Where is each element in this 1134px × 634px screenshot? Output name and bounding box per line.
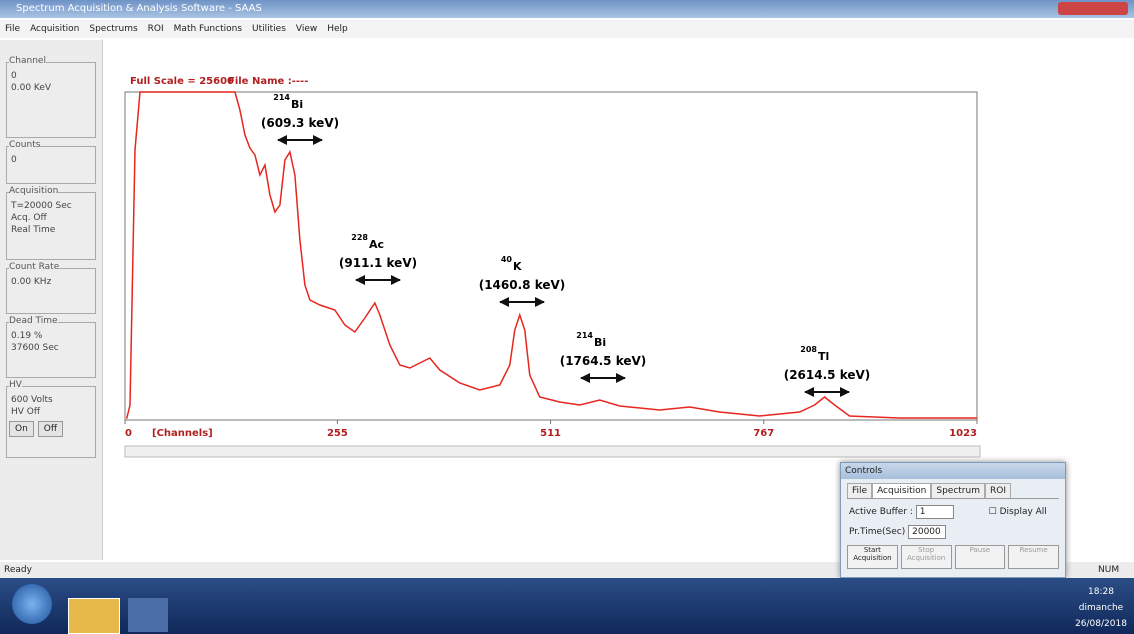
group-box: Channel 0 0.00 KeV <box>6 56 96 138</box>
x-tick-label: 1023 <box>949 428 977 439</box>
group-title: Acquisition <box>9 186 59 196</box>
file-name: File Name :---- <box>228 76 308 87</box>
tabs: File Acquisition Spectrum ROI <box>847 483 1059 499</box>
menu-item[interactable]: File <box>5 24 21 34</box>
group-box: HV 600 Volts HV Off On Off <box>6 380 96 458</box>
menu-bar: File Acquisition Spectrums ROI Math Function… <box>0 20 1134 38</box>
menu-item[interactable]: ROI <box>147 24 164 34</box>
isotope-element: Ac <box>369 238 384 251</box>
scrollbar[interactable] <box>124 445 981 458</box>
x-tick-label: 767 <box>753 428 774 439</box>
isotope-mass: 214 <box>273 93 290 102</box>
x-tick-label: 255 <box>327 428 348 439</box>
control-button[interactable]: Stop Acquisition <box>900 545 952 569</box>
isotope-mass: 214 <box>576 331 593 340</box>
menu-item[interactable]: Help <box>327 24 348 34</box>
tab[interactable]: Spectrum <box>931 483 985 498</box>
display-all-label: Display All <box>999 507 1047 517</box>
menu-item[interactable]: Spectrums <box>89 24 138 34</box>
group-value: Acq. Off <box>11 213 47 223</box>
full-scale: Full Scale = 25600 <box>130 76 234 87</box>
window-buttons[interactable] <box>1058 2 1128 15</box>
peak-energy: (1460.8 keV) <box>479 278 566 292</box>
menu-item[interactable]: Acquisition <box>30 24 80 34</box>
isotope-mass: 40 <box>501 255 513 264</box>
group-value: T=20000 Sec <box>11 201 72 211</box>
peak-energy: (2614.5 keV) <box>784 368 871 382</box>
time-label: Pr.Time(Sec) <box>849 527 906 537</box>
group-title: Channel <box>9 56 46 66</box>
group-box: Count Rate 0.00 KHz <box>6 262 96 314</box>
isotope-element: Bi <box>594 336 606 349</box>
group-box: Dead Time 0.19 % 37600 Sec <box>6 316 96 378</box>
status-text: Ready <box>4 565 32 575</box>
app-icon[interactable] <box>128 598 168 632</box>
control-button[interactable]: Start Acquisition <box>847 545 898 569</box>
explorer-icon[interactable] <box>68 598 120 634</box>
panel-button[interactable]: Off <box>37 421 64 437</box>
group-value: 0 <box>11 71 17 81</box>
buffer-select[interactable]: 1 <box>915 505 954 519</box>
buffer-label: Active Buffer : <box>849 507 913 517</box>
control-button[interactable]: Resume <box>1008 545 1059 569</box>
x-tick-label: 511 <box>540 428 561 439</box>
num-indicator: NUM <box>1098 565 1120 575</box>
buffer-row: Active Buffer : 1 ☐ Display All <box>849 505 1057 519</box>
group-value: 0.00 KeV <box>11 83 52 93</box>
menu-item[interactable]: Utilities <box>252 24 286 34</box>
panel-button[interactable]: On <box>9 421 34 437</box>
title-bar: Spectrum Acquisition & Analysis Software… <box>0 0 1134 18</box>
group-title: Dead Time <box>9 316 58 326</box>
tab[interactable]: File <box>847 483 873 498</box>
date: 26/08/2018 <box>1075 619 1127 629</box>
tab[interactable]: ROI <box>984 483 1011 498</box>
window-title: Spectrum Acquisition & Analysis Software… <box>16 3 262 14</box>
clock: 18:28 dimanche 26/08/2018 <box>1075 584 1127 632</box>
isotope-element: K <box>513 260 522 273</box>
time: 18:28 <box>1088 587 1114 597</box>
left-panel: Channel 0 0.00 KeV Counts 0 Acquisition T=2000… <box>0 40 103 560</box>
start-button[interactable] <box>12 584 52 624</box>
dialog-title: Controls <box>841 463 1065 479</box>
spectrum-line <box>125 91 977 419</box>
x-axis-label: [Channels] <box>152 428 213 439</box>
peak-energy: (1764.5 keV) <box>560 354 647 368</box>
time-row: Pr.Time(Sec) 20000 <box>849 525 1057 539</box>
day: dimanche <box>1078 603 1124 613</box>
group-box: Counts 0 <box>6 140 96 184</box>
controls-dialog: Controls File Acquisition Spectrum ROI Acti… <box>840 462 1066 578</box>
x-tick-label: 0 <box>125 428 132 439</box>
group-box: Acquisition T=20000 Sec Acq. Off Real Time <box>6 186 96 260</box>
group-value: 37600 Sec <box>11 343 59 353</box>
isotope-element: Bi <box>291 98 303 111</box>
isotope-element: Tl <box>818 350 829 363</box>
isotope-mass: 228 <box>351 233 368 242</box>
group-title: Count Rate <box>9 262 60 272</box>
control-button[interactable]: Pause <box>954 545 1006 569</box>
time-input[interactable]: 20000 <box>908 525 947 539</box>
spectrum-plot: Full Scale = 25600 File Name :---- [Chan… <box>124 76 981 458</box>
isotope-mass: 208 <box>800 345 817 354</box>
group-value: 0.19 % <box>11 331 43 341</box>
group-value: 0.00 KHz <box>11 277 52 287</box>
peak-energy: (609.3 keV) <box>261 116 339 130</box>
group-value: 0 <box>11 155 17 165</box>
tab[interactable]: Acquisition <box>872 483 932 498</box>
group-value: HV Off <box>11 407 41 417</box>
group-title: Counts <box>9 140 41 150</box>
group-value: Real Time <box>11 225 56 235</box>
menu-item[interactable]: View <box>295 24 318 34</box>
display-all[interactable]: ☐ Display All <box>988 507 1047 517</box>
plot-frame <box>124 91 978 421</box>
menu-item[interactable]: Math Functions <box>173 24 243 34</box>
buttons: Start Acquisition Stop Acquisition Pause Re… <box>847 545 1059 569</box>
group-title: HV <box>9 380 22 390</box>
taskbar: 18:28 dimanche 26/08/2018 <box>0 578 1134 634</box>
group-value: 600 Volts <box>11 395 53 405</box>
peak-energy: (911.1 keV) <box>339 256 417 270</box>
